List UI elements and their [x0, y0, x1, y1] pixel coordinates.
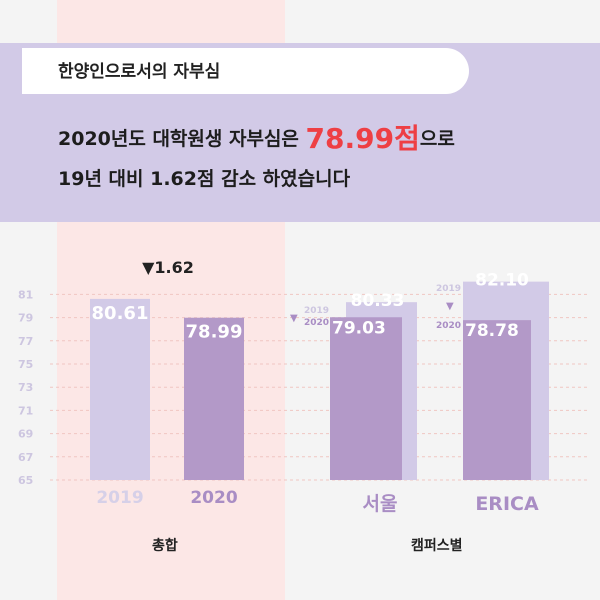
y-tick-label: 81	[18, 288, 33, 301]
bar-value-label: 82.10	[475, 271, 529, 291]
headline-line-2: 19년 대비 1.62점 감소 하였습니다	[58, 168, 351, 190]
bar-value-label: 78.78	[465, 321, 519, 341]
headline-line-1: 2020년도 대학원생 자부심은 78.99점으로	[58, 117, 455, 157]
bar-overall-2020	[184, 317, 244, 480]
y-tick-label: 67	[18, 451, 33, 464]
bar-value-label: 79.03	[332, 318, 386, 338]
campus-section-label: 캠퍼스별	[411, 538, 463, 554]
y-tick-label: 65	[18, 474, 33, 487]
y-tick-label: 73	[18, 381, 33, 394]
bar-overall-2019	[90, 298, 150, 480]
x-tick-label: 2019	[96, 488, 143, 508]
bar-campus-2020	[463, 320, 531, 480]
y-tick-label: 69	[18, 428, 33, 441]
overall-section-label: 총합	[152, 538, 178, 554]
y-tick-label: 77	[18, 335, 33, 348]
headline-score: 78.99점	[305, 122, 420, 155]
page-title: 한양인으로서의 자부심	[58, 62, 221, 82]
x-tick-label: ERICA	[475, 493, 539, 515]
headline-suffix: 으로	[419, 128, 455, 150]
x-tick-label: 서울	[363, 493, 398, 515]
bar-campus-2020	[330, 317, 402, 480]
bar-value-label: 80.33	[351, 291, 405, 311]
series-tag-2019: 2019	[304, 306, 329, 316]
series-tag-2020: 2020	[304, 318, 329, 328]
decrease-marker: ▼	[290, 313, 298, 324]
overall-change-label: ▼1.62	[142, 258, 194, 277]
bar-value-label: 78.99	[186, 322, 243, 343]
series-tag-2019: 2019	[436, 284, 461, 294]
bar-value-label: 80.61	[92, 303, 149, 324]
decrease-marker: ▼	[446, 301, 454, 312]
y-tick-label: 71	[18, 404, 33, 417]
x-tick-label: 2020	[190, 488, 237, 508]
series-tag-2020: 2020	[436, 321, 461, 331]
title-pill	[22, 48, 469, 94]
headline-prefix: 2020년도 대학원생 자부심은	[58, 128, 306, 150]
y-tick-label: 75	[18, 358, 33, 371]
y-tick-label: 79	[18, 312, 33, 325]
